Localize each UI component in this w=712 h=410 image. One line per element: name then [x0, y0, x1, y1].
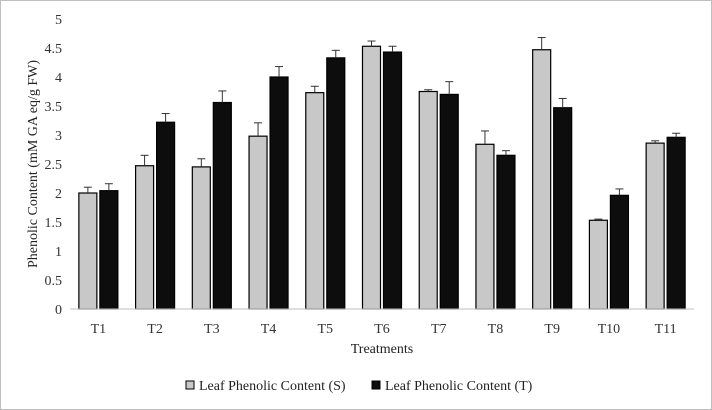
x-tick-label: T11 — [655, 322, 677, 337]
x-axis-ticks: T1 T2 T3 T4 T5 T6 T7 T8 T9 T10 T11 — [91, 322, 677, 337]
x-tick-label: T7 — [431, 322, 447, 337]
y-tick-label: 2 — [55, 187, 62, 202]
y-tick-label: 0.5 — [45, 274, 63, 289]
x-tick-label: T3 — [204, 322, 220, 337]
chart-bars — [78, 37, 686, 310]
bar-t-t2 — [155, 121, 176, 310]
x-tick-label: T4 — [261, 322, 277, 337]
bar-t-t6 — [382, 51, 403, 310]
bar-t-t7 — [439, 93, 459, 310]
bar-t-t4 — [269, 76, 289, 310]
y-tick-label: 4.5 — [45, 42, 63, 57]
bar-t-t11 — [666, 136, 686, 310]
x-tick-label: T9 — [544, 322, 560, 337]
y-tick-label: 4 — [55, 71, 62, 86]
bar-s-t5 — [305, 92, 325, 310]
y-tick-label: 1 — [55, 245, 62, 260]
bar-t-t1 — [99, 190, 119, 310]
chart-legend: Leaf Phenolic Content (S) Leaf Phenolic C… — [185, 379, 533, 394]
bar-s-t6 — [361, 45, 382, 310]
y-tick-label: 5 — [55, 13, 62, 28]
y-axis-ticks: 0 0.5 1 1.5 2 2.5 3 3.5 4 4.5 5 — [45, 13, 63, 318]
bar-t-t8 — [496, 154, 516, 310]
x-tick-label: T1 — [91, 322, 107, 337]
bar-t-t3 — [212, 101, 232, 310]
bar-s-t7 — [418, 90, 438, 310]
y-tick-label: 1.5 — [45, 216, 63, 231]
bar-s-t10 — [588, 219, 609, 310]
y-tick-label: 2.5 — [45, 158, 63, 173]
x-tick-label: T5 — [317, 322, 333, 337]
bar-s-t1 — [78, 192, 98, 310]
y-tick-label: 3 — [55, 129, 62, 144]
bar-t-t10 — [609, 194, 630, 310]
bar-s-t8 — [475, 143, 495, 310]
legend-label-t: Leaf Phenolic Content (T) — [385, 379, 533, 394]
x-tick-label: T2 — [147, 322, 163, 337]
y-tick-label: 0 — [55, 303, 62, 318]
bar-s-t2 — [134, 165, 155, 310]
legend-swatch-s — [185, 380, 195, 390]
x-tick-label: T10 — [598, 322, 621, 337]
bar-s-t9 — [532, 49, 552, 310]
x-axis-title: Treatments — [351, 342, 413, 357]
bar-t-t9 — [553, 107, 573, 310]
legend-swatch-t — [371, 380, 381, 390]
legend-label-s: Leaf Phenolic Content (S) — [199, 379, 346, 394]
y-axis-title: Phenolic Content (mM GA eq/g FW) — [26, 60, 41, 268]
bar-s-t3 — [191, 166, 211, 310]
bar-s-t11 — [645, 142, 665, 310]
x-tick-label: T8 — [488, 322, 504, 337]
y-tick-label: 3.5 — [45, 100, 63, 115]
x-tick-label: T6 — [374, 322, 390, 337]
bar-t-t5 — [326, 57, 346, 310]
bar-s-t4 — [248, 135, 268, 310]
